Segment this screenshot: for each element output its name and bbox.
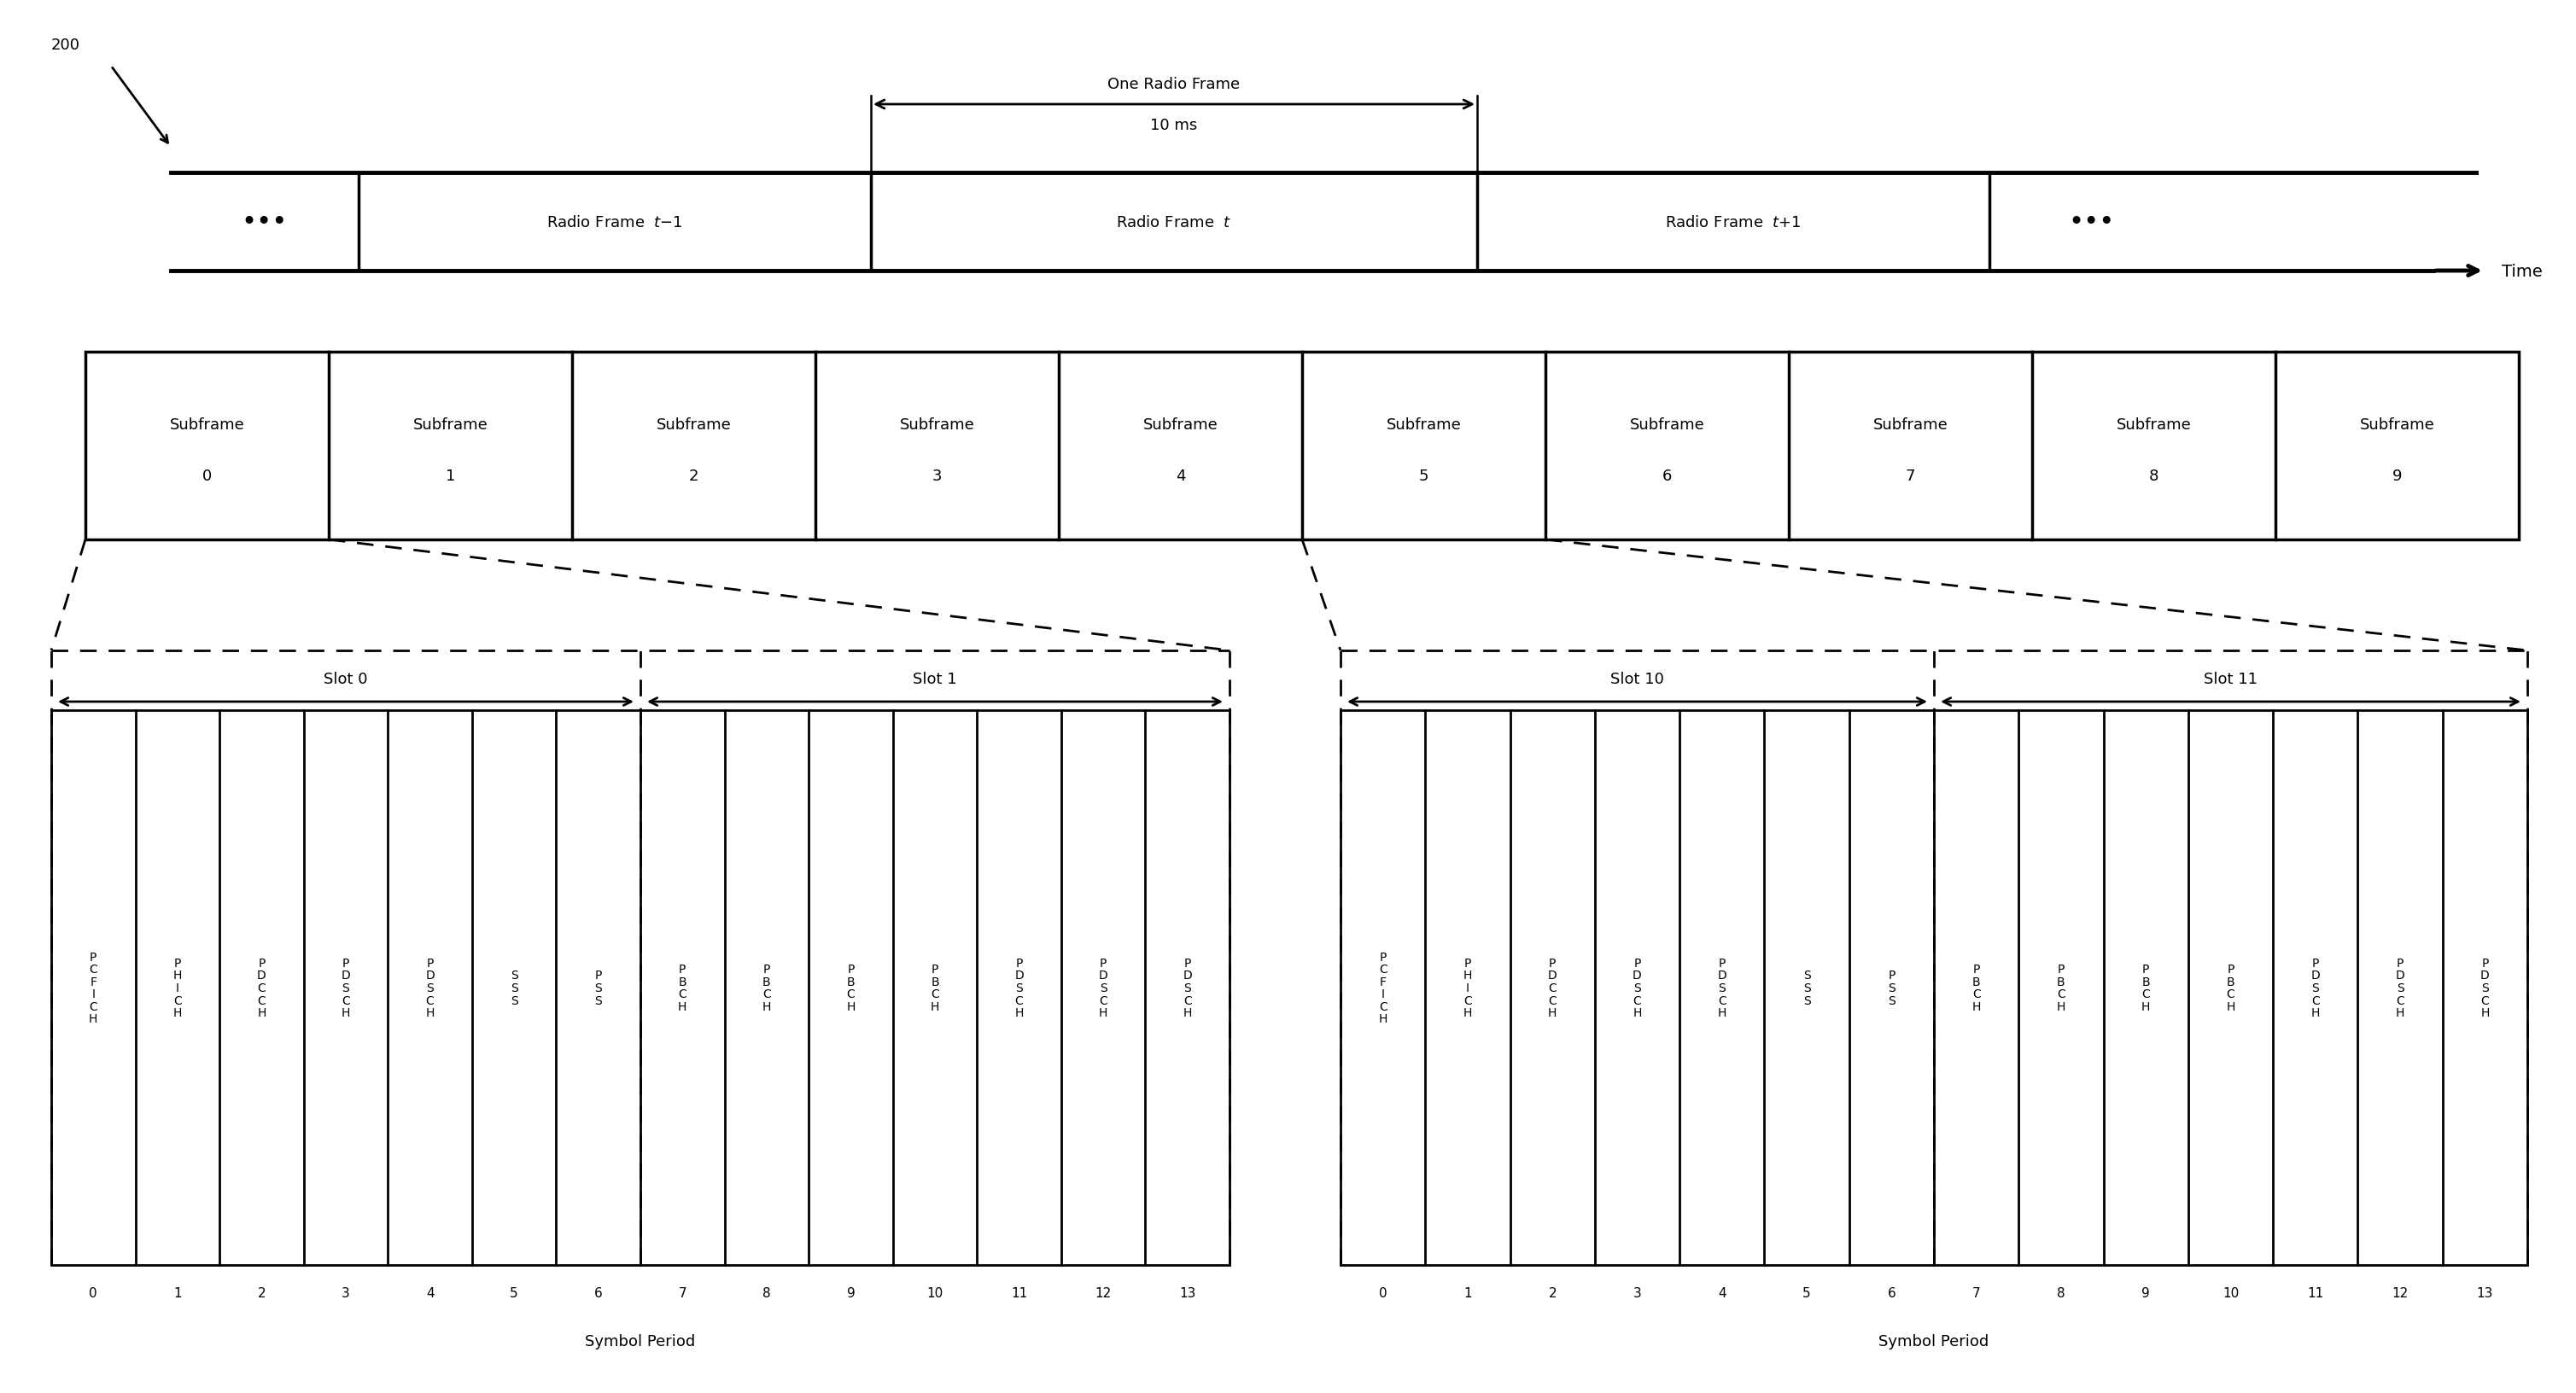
Text: Subframe: Subframe (412, 417, 487, 432)
Text: 1: 1 (1463, 1286, 1471, 1300)
Text: 8: 8 (762, 1286, 770, 1300)
Text: 11: 11 (1010, 1286, 1028, 1300)
Bar (85, 352, 2519, 540)
Text: 6: 6 (595, 1286, 603, 1300)
Text: Symbol Period: Symbol Period (1878, 1333, 1989, 1348)
Text: 13: 13 (2476, 1286, 2494, 1300)
Text: P
D
S
C
H: P D S C H (1182, 957, 1193, 1018)
Text: 13: 13 (1180, 1286, 1195, 1300)
Text: P
S
S: P S S (595, 970, 603, 1006)
Text: 1: 1 (173, 1286, 180, 1300)
Text: 4: 4 (1718, 1286, 1726, 1300)
Text: P
D
S
C
H: P D S C H (1633, 957, 1641, 1018)
Text: Radio Frame  $t$−1: Radio Frame $t$−1 (546, 215, 683, 230)
Text: One Radio Frame: One Radio Frame (1108, 77, 1239, 92)
Text: 10: 10 (2223, 1286, 2239, 1300)
Text: 4: 4 (1175, 468, 1185, 483)
Text: 11: 11 (2308, 1286, 2324, 1300)
Text: Symbol Period: Symbol Period (585, 1333, 696, 1348)
Text: P
D
S
C
H: P D S C H (425, 957, 435, 1018)
Text: P
D
S
C
H: P D S C H (2396, 957, 2406, 1018)
Text: Radio Frame  $t$: Radio Frame $t$ (1115, 215, 1231, 230)
Text: P
C
F
I
C
H: P C F I C H (90, 951, 98, 1025)
Text: P
D
S
C
H: P D S C H (2311, 957, 2321, 1018)
Text: P
D
C
C
H: P D C C H (258, 957, 265, 1018)
Text: 9: 9 (848, 1286, 855, 1300)
Text: 7: 7 (1906, 468, 1917, 483)
Text: 2: 2 (258, 1286, 265, 1300)
Bar (1340, 710, 2527, 1265)
Text: Subframe: Subframe (2117, 417, 2192, 432)
Text: 8: 8 (2058, 1286, 2066, 1300)
Text: Subframe: Subframe (170, 417, 245, 432)
Text: Subframe: Subframe (1386, 417, 1461, 432)
Text: 12: 12 (1095, 1286, 1110, 1300)
Text: 3: 3 (1633, 1286, 1641, 1300)
Text: 0: 0 (1378, 1286, 1386, 1300)
Text: 7: 7 (1973, 1286, 1981, 1300)
Text: 9: 9 (2393, 468, 2401, 483)
Text: P
B
C
H: P B C H (2226, 963, 2236, 1013)
Text: P
B
C
H: P B C H (677, 963, 688, 1013)
Text: P
H
I
C
H: P H I C H (1463, 957, 1471, 1018)
Text: 10: 10 (927, 1286, 943, 1300)
Text: S
S
S: S S S (1803, 970, 1811, 1006)
Text: 8: 8 (2148, 468, 2159, 483)
Text: P
S
S: P S S (1888, 970, 1896, 1006)
Text: 12: 12 (2393, 1286, 2409, 1300)
Text: P
B
C
H: P B C H (2056, 963, 2066, 1013)
Text: 10 ms: 10 ms (1151, 118, 1198, 134)
Text: 9: 9 (2141, 1286, 2151, 1300)
Text: 5: 5 (510, 1286, 518, 1300)
Text: Slot 11: Slot 11 (2202, 671, 2257, 687)
Text: P
D
S
C
H: P D S C H (340, 957, 350, 1018)
Text: Subframe: Subframe (1873, 417, 1947, 432)
Text: 6: 6 (1662, 468, 1672, 483)
Bar (52, 710, 1229, 1265)
Text: 5: 5 (1803, 1286, 1811, 1300)
Text: 5: 5 (1419, 468, 1430, 483)
Text: P
B
C
H: P B C H (762, 963, 770, 1013)
Text: P
B
C
H: P B C H (848, 963, 855, 1013)
Text: P
B
C
H: P B C H (930, 963, 940, 1013)
Text: 0: 0 (90, 1286, 98, 1300)
Text: 0: 0 (204, 468, 211, 483)
Text: 1: 1 (446, 468, 456, 483)
Text: 4: 4 (425, 1286, 435, 1300)
Text: Subframe: Subframe (1144, 417, 1218, 432)
Text: S
S
S: S S S (510, 970, 518, 1006)
Text: 3: 3 (933, 468, 943, 483)
Text: P
H
I
C
H: P H I C H (173, 957, 183, 1018)
Text: Subframe: Subframe (899, 417, 974, 432)
Text: P
D
S
C
H: P D S C H (1100, 957, 1108, 1018)
Text: 200: 200 (52, 38, 80, 53)
Text: •••: ••• (242, 210, 289, 234)
Text: Subframe: Subframe (657, 417, 732, 432)
Text: P
B
C
H: P B C H (1971, 963, 1981, 1013)
Text: P
B
C
H: P B C H (2141, 963, 2151, 1013)
Text: 3: 3 (343, 1286, 350, 1300)
Text: P
C
F
I
C
H: P C F I C H (1378, 951, 1388, 1025)
Text: Time: Time (2501, 263, 2543, 280)
Text: P
D
C
C
H: P D C C H (1548, 957, 1556, 1018)
Text: 2: 2 (1548, 1286, 1556, 1300)
Text: P
D
S
C
H: P D S C H (1015, 957, 1023, 1018)
Text: Slot 10: Slot 10 (1610, 671, 1664, 687)
Text: P
D
S
C
H: P D S C H (2481, 957, 2488, 1018)
Text: P
D
S
C
H: P D S C H (1718, 957, 1726, 1018)
Text: 7: 7 (677, 1286, 688, 1300)
Text: 2: 2 (688, 468, 698, 483)
Text: Radio Frame  $t$+1: Radio Frame $t$+1 (1664, 215, 1801, 230)
Text: Slot 0: Slot 0 (325, 671, 368, 687)
Text: Subframe: Subframe (2360, 417, 2434, 432)
Text: Subframe: Subframe (1631, 417, 1705, 432)
Text: Slot 1: Slot 1 (912, 671, 956, 687)
Text: 6: 6 (1888, 1286, 1896, 1300)
Text: •••: ••• (2069, 210, 2115, 234)
